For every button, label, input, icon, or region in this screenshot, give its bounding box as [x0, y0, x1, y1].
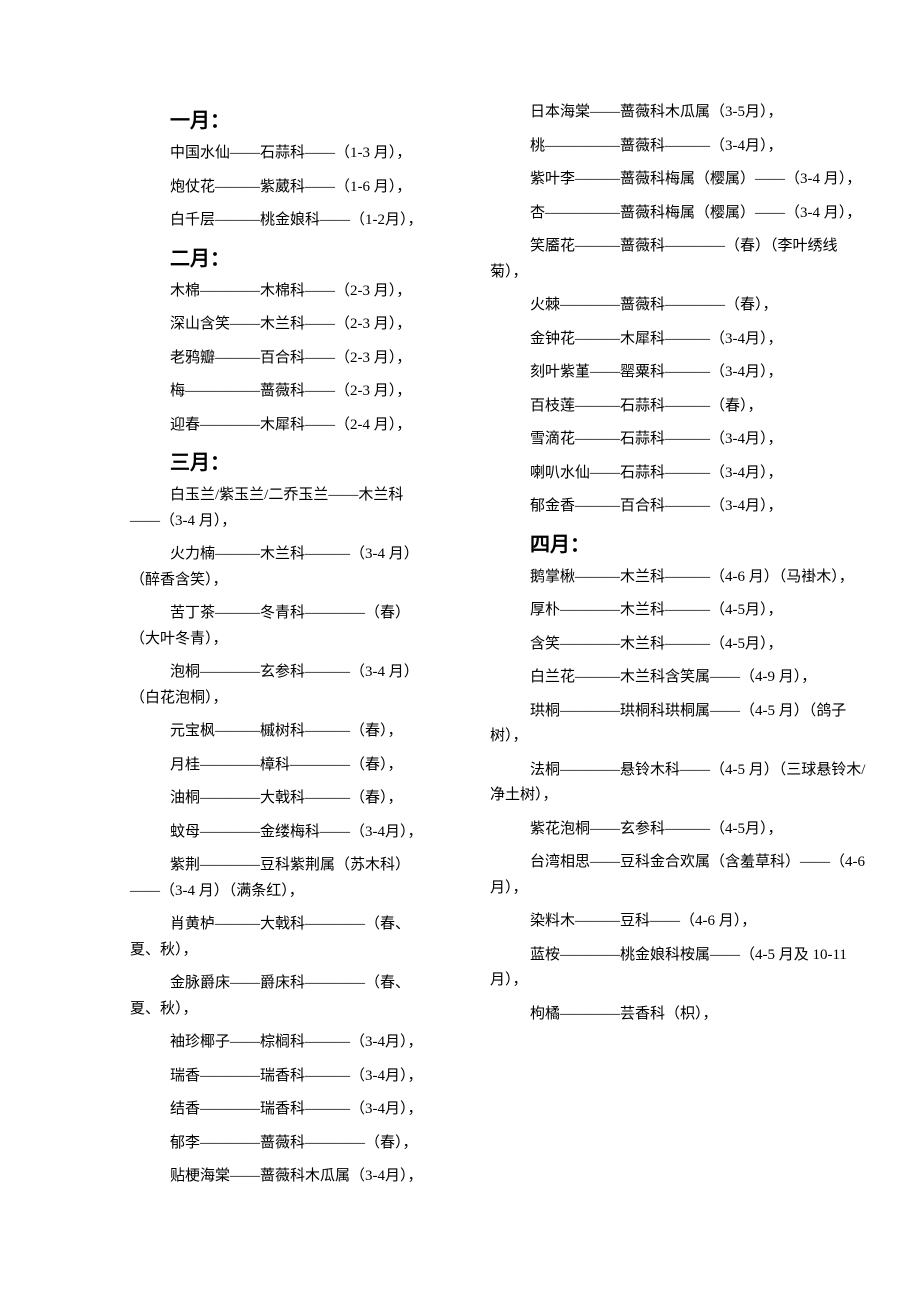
plant-entry: 泡桐————玄参科———（3-4 月）（白花泡桐），: [130, 660, 430, 711]
plant-entry: 梅—————蔷薇科——（2-3 月），: [130, 379, 430, 405]
month-header-april: 四月：: [490, 528, 870, 557]
document-columns: 一月： 中国水仙——石蒜科——（1-3 月）， 炮仗花———紫葳科——（1-6 …: [0, 100, 920, 1198]
month-header-february: 二月：: [130, 242, 430, 271]
plant-entry: 中国水仙——石蒜科——（1-3 月），: [130, 141, 430, 167]
month-header-march: 三月：: [130, 446, 430, 475]
plant-entry: 杏—————蔷薇科梅属（樱属）——（3-4 月），: [490, 201, 870, 227]
plant-entry: 染料木———豆科——（4-6 月），: [490, 909, 870, 935]
plant-entry: 金钟花———木犀科———（3-4月），: [490, 327, 870, 353]
plant-entry: 金脉爵床——爵床科————（春、夏、秋），: [130, 971, 430, 1022]
plant-entry: 老鸦瓣———百合科——（2-3 月），: [130, 346, 430, 372]
plant-entry: 鹅掌楸———木兰科———（4-6 月）（马褂木），: [490, 565, 870, 591]
right-column: 日本海棠——蔷薇科木瓜属（3-5月）， 桃—————蔷薇科———（3-4月）， …: [460, 100, 920, 1198]
plant-entry: 油桐————大戟科———（春），: [130, 786, 430, 812]
plant-entry: 百枝莲———石蒜科———（春），: [490, 394, 870, 420]
section-march: 三月： 白玉兰/紫玉兰/二乔玉兰——木兰科——（3-4 月）， 火力楠———木兰…: [130, 446, 430, 1190]
plant-entry: 深山含笑——木兰科——（2-3 月），: [130, 312, 430, 338]
plant-entry: 袖珍椰子——棕榈科———（3-4月），: [130, 1030, 430, 1056]
plant-entry: 木棉————木棉科——（2-3 月），: [130, 279, 430, 305]
plant-entry: 月桂————樟科————（春），: [130, 753, 430, 779]
plant-entry: 刻叶紫堇——罂粟科———（3-4月），: [490, 360, 870, 386]
plant-entry: 结香————瑞香科———（3-4月），: [130, 1097, 430, 1123]
plant-entry: 元宝枫———槭树科———（春），: [130, 719, 430, 745]
plant-entry: 笑靥花———蔷薇科————（春）（李叶绣线菊），: [490, 234, 870, 285]
plant-entry: 枸橘————芸香科（枳），: [490, 1002, 870, 1028]
section-march-continued: 日本海棠——蔷薇科木瓜属（3-5月）， 桃—————蔷薇科———（3-4月）， …: [490, 100, 870, 520]
plant-entry: 蓝桉————桃金娘科桉属——（4-5 月及 10-11 月），: [490, 943, 870, 994]
plant-entry: 厚朴————木兰科———（4-5月），: [490, 598, 870, 624]
plant-entry: 肖黄栌———大戟科————（春、夏、秋），: [130, 912, 430, 963]
section-april: 四月： 鹅掌楸———木兰科———（4-6 月）（马褂木）， 厚朴————木兰科—…: [490, 528, 870, 1028]
plant-entry: 珙桐————珙桐科珙桐属——（4-5 月）（鸽子树），: [490, 699, 870, 750]
plant-entry: 郁金香———百合科———（3-4月），: [490, 494, 870, 520]
plant-entry: 白兰花———木兰科含笑属——（4-9 月），: [490, 665, 870, 691]
section-february: 二月： 木棉————木棉科——（2-3 月）， 深山含笑——木兰科——（2-3 …: [130, 242, 430, 439]
plant-entry: 郁李————蔷薇科————（春），: [130, 1131, 430, 1157]
plant-entry: 白千层———桃金娘科——（1-2月），: [130, 208, 430, 234]
plant-entry: 苦丁茶———冬青科————（春）（大叶冬青），: [130, 601, 430, 652]
plant-entry: 雪滴花———石蒜科———（3-4月），: [490, 427, 870, 453]
month-header-january: 一月：: [130, 104, 430, 133]
plant-entry: 桃—————蔷薇科———（3-4月），: [490, 134, 870, 160]
plant-entry: 火棘————蔷薇科————（春），: [490, 293, 870, 319]
plant-entry: 喇叭水仙——石蒜科———（3-4月），: [490, 461, 870, 487]
plant-entry: 法桐————悬铃木科——（4-5 月）（三球悬铃木/净土树），: [490, 758, 870, 809]
plant-entry: 日本海棠——蔷薇科木瓜属（3-5月），: [490, 100, 870, 126]
left-column: 一月： 中国水仙——石蒜科——（1-3 月）， 炮仗花———紫葳科——（1-6 …: [0, 100, 460, 1198]
plant-entry: 含笑————木兰科———（4-5月），: [490, 632, 870, 658]
plant-entry: 紫荆————豆科紫荆属（苏木科）——（3-4 月）（满条红），: [130, 853, 430, 904]
plant-entry: 白玉兰/紫玉兰/二乔玉兰——木兰科——（3-4 月），: [130, 483, 430, 534]
plant-entry: 瑞香————瑞香科———（3-4月），: [130, 1064, 430, 1090]
plant-entry: 火力楠———木兰科———（3-4 月）（醉香含笑），: [130, 542, 430, 593]
plant-entry: 台湾相思——豆科金合欢属（含羞草科）——（4-6 月），: [490, 850, 870, 901]
plant-entry: 迎春————木犀科——（2-4 月），: [130, 413, 430, 439]
section-january: 一月： 中国水仙——石蒜科——（1-3 月）， 炮仗花———紫葳科——（1-6 …: [130, 104, 430, 234]
plant-entry: 贴梗海棠——蔷薇科木瓜属（3-4月），: [130, 1164, 430, 1190]
plant-entry: 炮仗花———紫葳科——（1-6 月），: [130, 175, 430, 201]
plant-entry: 紫花泡桐——玄参科———（4-5月），: [490, 817, 870, 843]
plant-entry: 紫叶李———蔷薇科梅属（樱属）——（3-4 月），: [490, 167, 870, 193]
plant-entry: 蚊母————金缕梅科——（3-4月），: [130, 820, 430, 846]
